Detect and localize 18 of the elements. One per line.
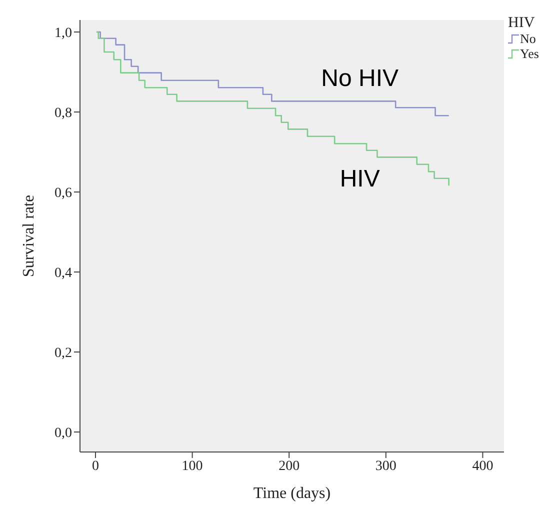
y-tick-label: 0,8 xyxy=(54,106,72,121)
x-tick-label: 0 xyxy=(92,458,99,474)
x-tick-label: 200 xyxy=(278,458,300,474)
y-axis-title: Survival rate xyxy=(20,194,38,278)
y-tick-label: 0,4 xyxy=(54,266,72,281)
x-tick-label: 400 xyxy=(472,458,494,474)
annotation: HIV xyxy=(340,166,380,193)
y-tick-label: 0,0 xyxy=(54,426,72,441)
x-axis-title: Time (days) xyxy=(253,485,331,502)
x-tick-label: 100 xyxy=(182,458,203,474)
y-tick-label: 1,0 xyxy=(54,26,72,41)
y-tick-label: 0,2 xyxy=(54,346,72,361)
annotation: No HIV xyxy=(321,64,399,92)
y-tick-label: 0,6 xyxy=(54,186,72,201)
legend-label: Yes xyxy=(520,46,539,61)
legend-title: HIV xyxy=(508,15,536,31)
legend-label: No xyxy=(520,31,536,46)
x-tick-label: 300 xyxy=(375,458,396,474)
